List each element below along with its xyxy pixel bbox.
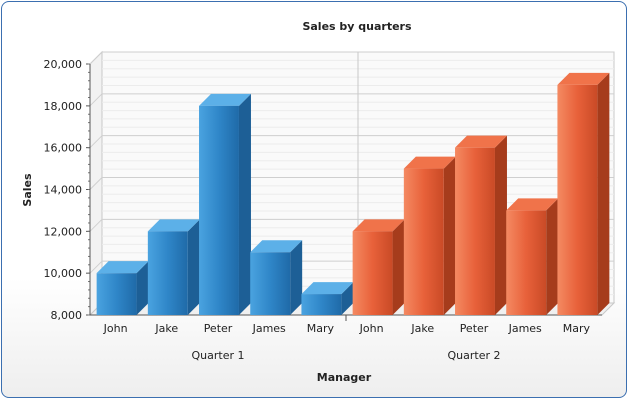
x-tick-label: Mary: [307, 322, 335, 335]
bar-side: [546, 198, 559, 315]
bar-front: [147, 231, 188, 315]
major-gridline-side: [89, 177, 103, 190]
bar-front: [352, 231, 393, 315]
bar-front: [250, 252, 291, 315]
bar: [250, 240, 303, 315]
major-gridline-side: [89, 51, 103, 65]
y-axis-title: Sales: [21, 173, 34, 207]
bar-front: [301, 294, 342, 315]
chart-marks: John Jake Peter James Mary Quarter 1 John Jake P…: [96, 72, 610, 362]
x-tick-label: James: [252, 322, 286, 335]
bar-front: [96, 273, 137, 315]
bar: [557, 72, 610, 316]
y-tick-label: 8,000: [51, 309, 83, 322]
bar: [455, 135, 507, 315]
major-gridline-side: [89, 260, 103, 274]
bar-top: [199, 93, 251, 106]
x-tick-label: Mary: [563, 322, 591, 335]
y-tick-label: 12,000: [44, 225, 83, 238]
bar-front: [199, 105, 239, 315]
major-gridline-side: [89, 93, 103, 107]
bar: [301, 282, 354, 315]
chart-title: Sales by quarters: [302, 20, 412, 33]
bar-side: [341, 282, 354, 315]
group-label: Quarter 2: [448, 349, 501, 362]
bar: [96, 261, 149, 315]
bar-top: [455, 135, 507, 148]
bar: [147, 219, 200, 315]
y-tick-label: 14,000: [44, 184, 83, 197]
bar-side: [238, 93, 251, 315]
bar-top: [250, 240, 303, 253]
y-tick-label: 20,000: [44, 58, 83, 71]
bar-top: [352, 219, 405, 232]
bar: [506, 198, 559, 315]
x-tick-label: John: [359, 322, 384, 335]
x-tick-label: Jake: [410, 322, 434, 335]
bar-top: [96, 261, 149, 274]
y-tick-label: 10,000: [44, 267, 83, 280]
chart-svg: Sales by quarters 8,000 10,000 12,000 14,00…: [21, 20, 616, 384]
bar-side: [136, 261, 149, 315]
bar-top: [557, 72, 610, 85]
major-gridline-side: [89, 218, 103, 232]
x-tick-label: Peter: [204, 322, 233, 335]
bar-top: [301, 282, 354, 295]
bar-front: [557, 84, 598, 316]
y-tick-label: 18,000: [44, 100, 83, 113]
bar: [352, 219, 405, 315]
x-axis-title: Manager: [317, 371, 372, 384]
bar-side: [597, 72, 610, 316]
major-gridline-side: [89, 135, 103, 149]
group-label: Quarter 1: [192, 349, 245, 362]
bar-top: [506, 198, 559, 211]
bar: [199, 93, 251, 315]
bar-front: [455, 147, 495, 315]
bar-side: [290, 240, 303, 315]
bar-top: [403, 156, 456, 169]
x-tick-label: John: [103, 322, 128, 335]
bar-front: [506, 210, 547, 315]
bar-top: [147, 219, 200, 232]
bar: [403, 156, 456, 315]
x-tick-label: Jake: [154, 322, 178, 335]
bar-side: [392, 219, 405, 315]
x-tick-label: James: [508, 322, 542, 335]
x-tick-label: Peter: [460, 322, 489, 335]
bar-side: [443, 156, 456, 315]
bar-side: [494, 135, 507, 315]
bar-side: [187, 219, 200, 315]
y-tick-label: 16,000: [44, 142, 83, 155]
bar-front: [403, 168, 444, 315]
